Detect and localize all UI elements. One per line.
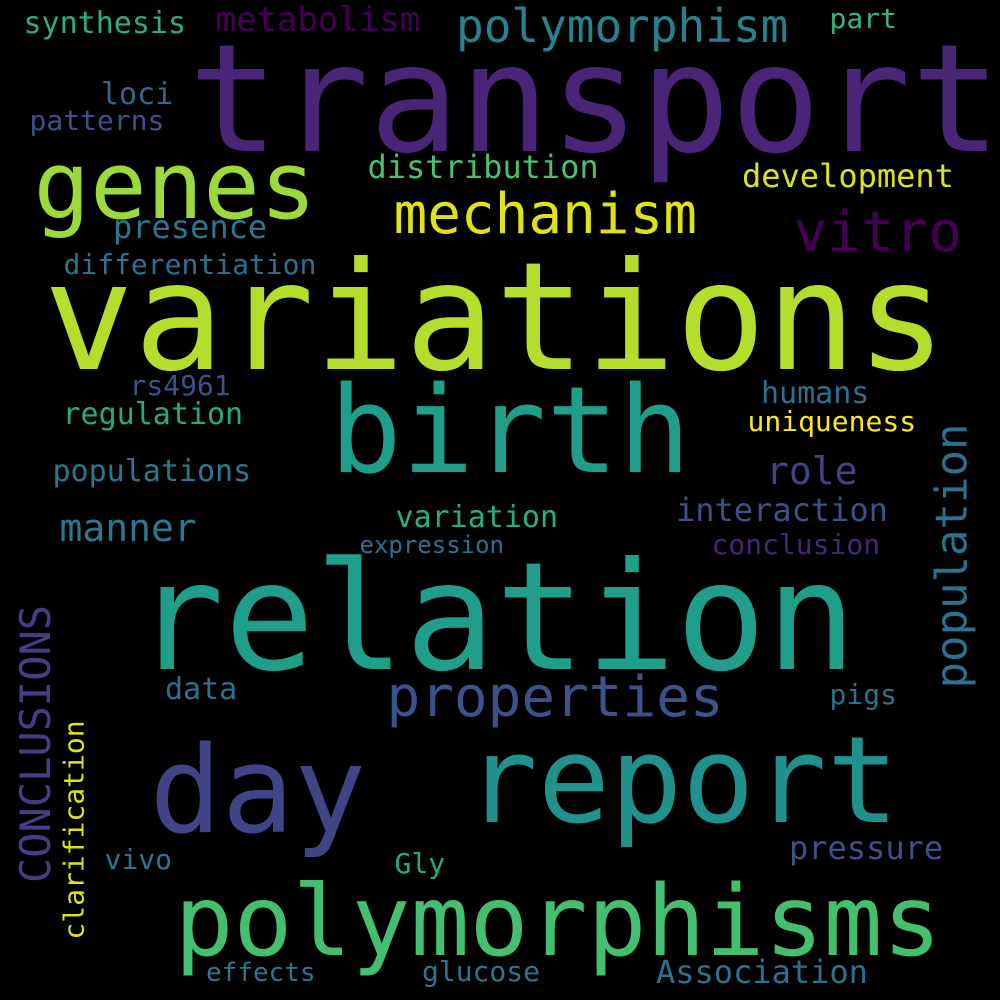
word-metabolism: metabolism [215, 0, 421, 40]
word-uniqueness: uniqueness [747, 405, 917, 438]
word-vivo: vivo [104, 843, 172, 876]
word-polymorphisms: polymorphisms [174, 865, 942, 979]
word-birth: birth [329, 362, 691, 501]
word-regulation: regulation [62, 397, 244, 432]
word-interaction: interaction [676, 491, 888, 529]
word-report: report [465, 712, 899, 851]
word-loci: loci [101, 77, 174, 112]
word-manner: manner [59, 506, 197, 550]
word-data: data [165, 672, 238, 707]
word-populations: populations [52, 454, 252, 489]
word-mechanism: mechanism [393, 182, 697, 247]
word-pigs: pigs [829, 678, 897, 711]
word-relation: relation [134, 531, 857, 705]
word-population: population [925, 423, 977, 689]
word-association: Association [656, 953, 868, 991]
word-genes: genes [33, 132, 317, 241]
word-rs4961: rs4961 [129, 369, 231, 402]
word-vitro: vitro [793, 200, 963, 265]
word-glucose: glucose [422, 955, 541, 988]
word-effects: effects [206, 958, 316, 988]
word-properties: properties [386, 665, 724, 730]
word-role: role [766, 449, 858, 493]
word-differentiation: differentiation [63, 248, 317, 281]
word-presence: presence [113, 208, 268, 246]
word-clarification: clarification [57, 720, 91, 940]
word-transport: transport [188, 13, 1000, 187]
word-part: part [829, 2, 897, 35]
word-patterns: patterns [29, 104, 165, 137]
word-distribution: distribution [367, 148, 599, 186]
word-conclusion: conclusion [711, 528, 881, 561]
word-variation: variation [395, 500, 559, 535]
word-synthesis: synthesis [23, 6, 187, 41]
word-pressure: pressure [789, 829, 944, 867]
word-day: day [149, 722, 367, 861]
word-variations: variations [43, 231, 947, 405]
word-polymorphism: polymorphism [456, 0, 789, 53]
word-humans: humans [761, 376, 870, 411]
word-conclusions: CONCLUSIONS [11, 604, 61, 884]
word-gly: Gly [394, 847, 446, 880]
word-expression: expression [359, 531, 505, 559]
word-development: development [742, 157, 954, 195]
